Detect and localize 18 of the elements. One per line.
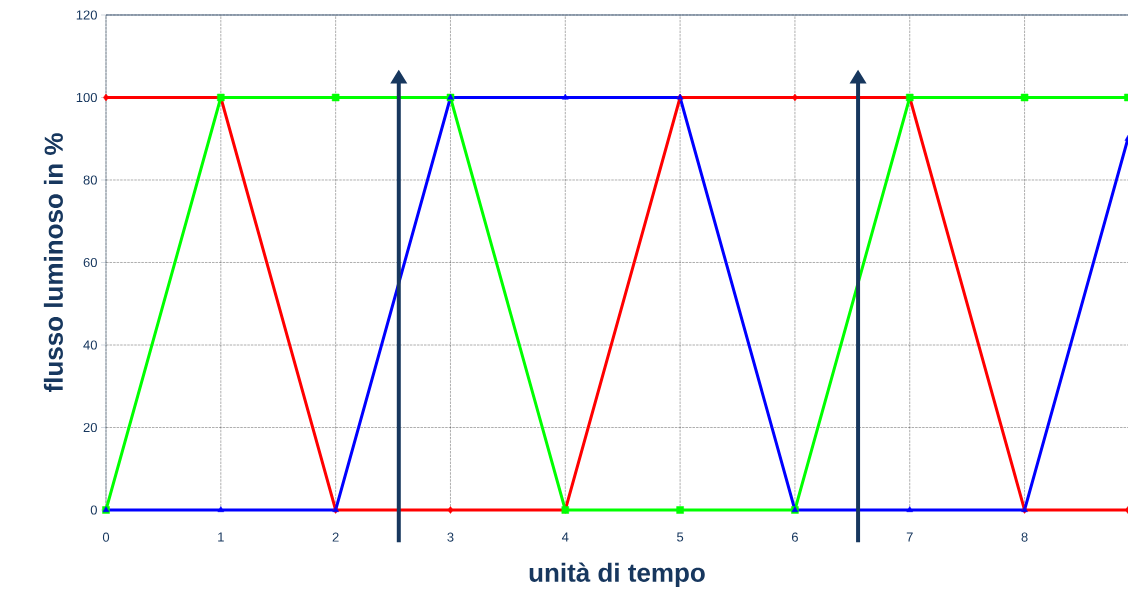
y-tick-label: 20 xyxy=(83,422,97,433)
y-tick-label: 0 xyxy=(90,505,97,515)
x-axis-title: unità di tempo xyxy=(529,562,705,588)
x-tick-label: 8 xyxy=(1021,532,1028,542)
y-tick-label: 80 xyxy=(83,175,97,185)
x-tick-label: 5 xyxy=(677,532,684,542)
x-tick-label: 0 xyxy=(102,532,110,542)
x-tick-label: 1 xyxy=(218,532,224,542)
y-tick-label: 120 xyxy=(76,10,97,20)
x-tick-label: 4 xyxy=(561,532,569,542)
y-axis-title: flusso luminoso in % xyxy=(43,133,63,393)
y-tick-label: 100 xyxy=(76,92,97,103)
x-tick-label: 3 xyxy=(447,532,454,542)
x-tick-label: 6 xyxy=(791,532,798,542)
x-tick-label: 7 xyxy=(906,532,913,542)
y-tick-label: 40 xyxy=(83,340,97,350)
x-tick-label: 2 xyxy=(332,532,339,542)
y-tick-label: 60 xyxy=(83,257,97,268)
